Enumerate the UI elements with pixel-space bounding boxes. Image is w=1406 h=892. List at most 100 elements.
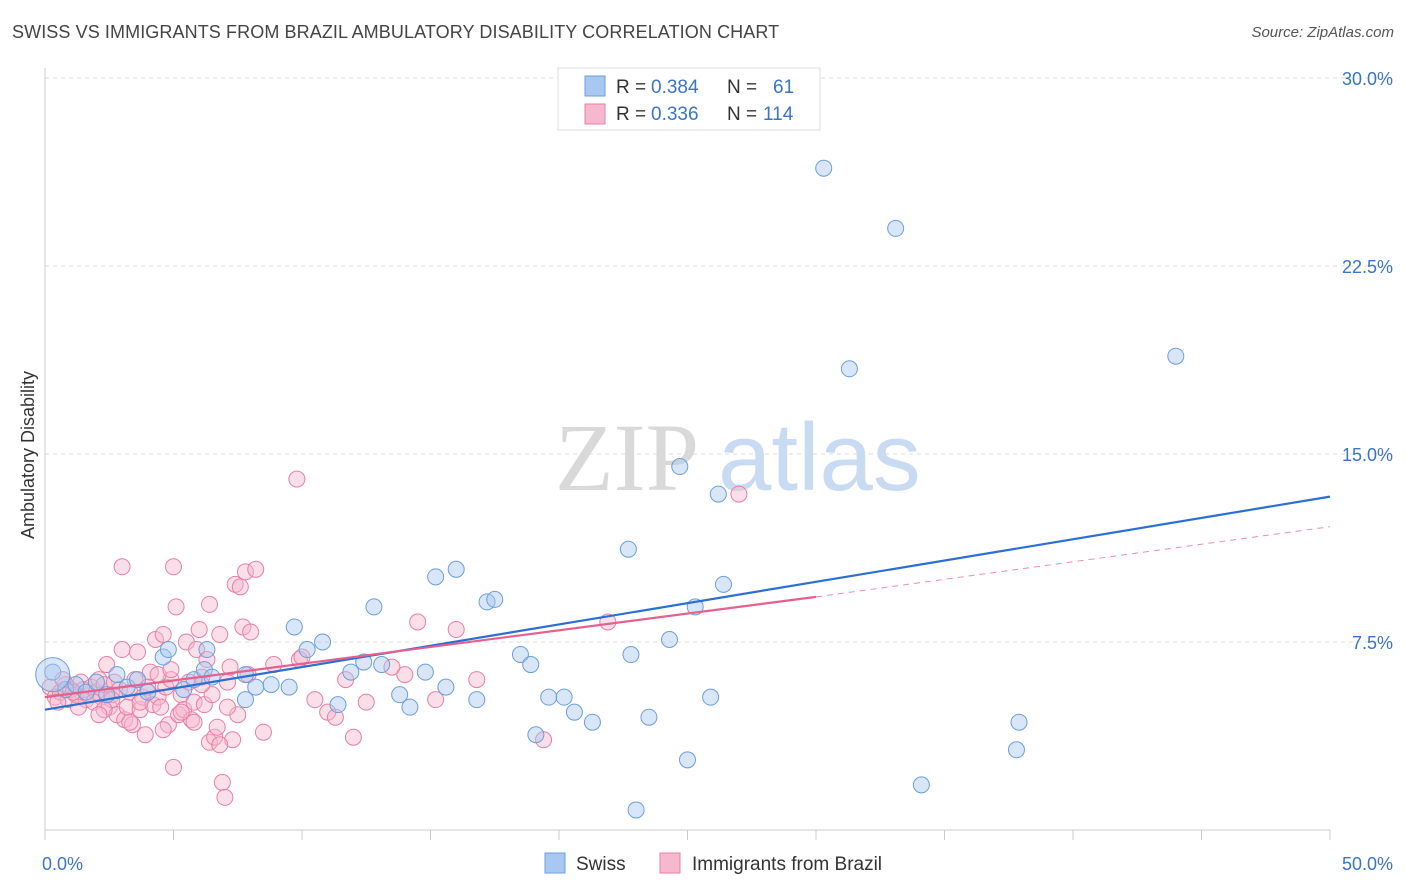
point-swiss-42 bbox=[540, 688, 558, 706]
point-swiss-59 bbox=[887, 219, 905, 237]
top-legend: R = 0.384 N = 61 R = 0.336 N = 114 bbox=[557, 67, 821, 131]
point-swiss-54 bbox=[702, 688, 720, 706]
point-swiss-36 bbox=[468, 691, 486, 709]
point-brazil-63 bbox=[221, 658, 239, 676]
point-swiss-39 bbox=[511, 646, 529, 664]
point-brazil-30 bbox=[136, 726, 154, 744]
point-brazil-81 bbox=[344, 728, 362, 746]
legend-n-label-swiss: N = bbox=[727, 77, 757, 98]
point-swiss-large bbox=[35, 657, 71, 693]
point-swiss-48 bbox=[627, 801, 645, 819]
point-brazil-59 bbox=[211, 625, 229, 643]
point-brazil-87 bbox=[447, 620, 465, 638]
point-brazil-25 bbox=[123, 716, 141, 734]
point-brazil-36 bbox=[152, 698, 170, 716]
legend-n-value-brazil: 114 bbox=[763, 104, 794, 125]
point-brazil-62 bbox=[218, 673, 236, 691]
y-tick-label-0: 7.5% bbox=[1352, 633, 1393, 653]
legend-r-value-brazil: 0.336 bbox=[651, 104, 699, 125]
point-swiss-60 bbox=[912, 776, 930, 794]
trend-line-brazil-extrapolated bbox=[815, 526, 1331, 598]
point-brazil-103 bbox=[218, 698, 236, 716]
watermark: ZIP atlas bbox=[555, 404, 921, 511]
legend-r-label-swiss: R = bbox=[616, 77, 646, 98]
point-brazil-94 bbox=[200, 595, 218, 613]
point-brazil-73 bbox=[254, 723, 272, 741]
point-brazil-74 bbox=[288, 470, 306, 488]
point-brazil-88 bbox=[468, 671, 486, 689]
point-brazil-86 bbox=[427, 691, 445, 709]
legend-swatch-brazil bbox=[584, 103, 606, 125]
watermark-atlas: atlas bbox=[718, 404, 921, 511]
point-brazil-101 bbox=[172, 703, 190, 721]
point-swiss-15 bbox=[198, 641, 216, 659]
point-brazil-61 bbox=[216, 788, 234, 806]
point-brazil-43 bbox=[170, 706, 188, 724]
point-swiss-26 bbox=[342, 663, 360, 681]
point-brazil-27 bbox=[129, 643, 147, 661]
point-brazil-72 bbox=[247, 560, 265, 578]
point-brazil-96 bbox=[69, 698, 87, 716]
point-swiss-35 bbox=[447, 560, 465, 578]
point-swiss-23 bbox=[298, 641, 316, 659]
point-swiss-32 bbox=[416, 663, 434, 681]
point-swiss-56 bbox=[714, 575, 732, 593]
point-brazil-105 bbox=[162, 661, 180, 679]
point-swiss-57 bbox=[815, 159, 833, 177]
bottom-legend-label-swiss: Swiss bbox=[576, 854, 626, 875]
point-swiss-21 bbox=[280, 678, 298, 696]
point-swiss-61 bbox=[1007, 741, 1025, 759]
point-brazil-79 bbox=[326, 708, 344, 726]
point-swiss-22 bbox=[285, 618, 303, 636]
point-swiss-50 bbox=[661, 630, 679, 648]
grid-lines bbox=[45, 77, 1392, 643]
point-swiss-41 bbox=[527, 726, 545, 744]
point-brazil-92 bbox=[113, 558, 131, 576]
point-swiss-38 bbox=[486, 590, 504, 608]
y-tick-labels: 7.5% 15.0% 22.5% 30.0% bbox=[1342, 69, 1393, 653]
y-tick-label-2: 22.5% bbox=[1342, 257, 1393, 277]
point-swiss-58 bbox=[840, 360, 858, 378]
point-brazil-64 bbox=[224, 731, 242, 749]
point-brazil-54 bbox=[198, 651, 216, 669]
point-brazil-37 bbox=[154, 625, 172, 643]
point-swiss-20 bbox=[262, 676, 280, 694]
point-brazil-21 bbox=[113, 641, 131, 659]
point-swiss-40 bbox=[522, 656, 540, 674]
point-brazil-49 bbox=[185, 693, 203, 711]
legend-n-label-brazil: N = bbox=[727, 104, 757, 125]
legend-r-label-brazil: R = bbox=[616, 104, 646, 125]
point-brazil-42 bbox=[167, 598, 185, 616]
point-swiss-30 bbox=[391, 686, 409, 704]
axes bbox=[44, 68, 1331, 840]
point-brazil-55 bbox=[200, 733, 218, 751]
point-brazil-93 bbox=[165, 558, 182, 576]
point-brazil-50 bbox=[188, 641, 206, 659]
point-swiss-29 bbox=[373, 656, 391, 674]
point-swiss-55 bbox=[709, 485, 727, 503]
y-axis-title: Ambulatory Disability bbox=[18, 371, 38, 539]
point-brazil-60 bbox=[213, 773, 231, 791]
trend-lines bbox=[44, 495, 1331, 711]
point-brazil-99 bbox=[95, 701, 113, 719]
chart-source: Source: ZipAtlas.com bbox=[1251, 24, 1394, 41]
point-swiss-11 bbox=[159, 641, 177, 659]
point-brazil-69 bbox=[236, 563, 254, 581]
point-swiss-51 bbox=[671, 458, 689, 476]
point-swiss-62 bbox=[1010, 713, 1028, 731]
legend-r-value-swiss: 0.384 bbox=[651, 77, 699, 98]
point-swiss-63 bbox=[1167, 347, 1185, 365]
point-brazil-39 bbox=[159, 716, 177, 734]
bottom-legend: Swiss Immigrants from Brazil bbox=[544, 852, 882, 875]
point-brazil-107 bbox=[121, 713, 139, 731]
bottom-legend-swatch-swiss bbox=[544, 852, 566, 874]
point-brazil-82 bbox=[357, 693, 375, 711]
watermark-zip: ZIP bbox=[555, 404, 699, 511]
point-swiss-6 bbox=[108, 666, 126, 684]
x-tick-label-1: 50.0% bbox=[1342, 854, 1393, 874]
legend-swatch-swiss bbox=[584, 75, 606, 97]
point-swiss-47 bbox=[622, 646, 640, 664]
point-swiss-25 bbox=[329, 696, 347, 714]
point-swiss-46 bbox=[619, 540, 637, 558]
